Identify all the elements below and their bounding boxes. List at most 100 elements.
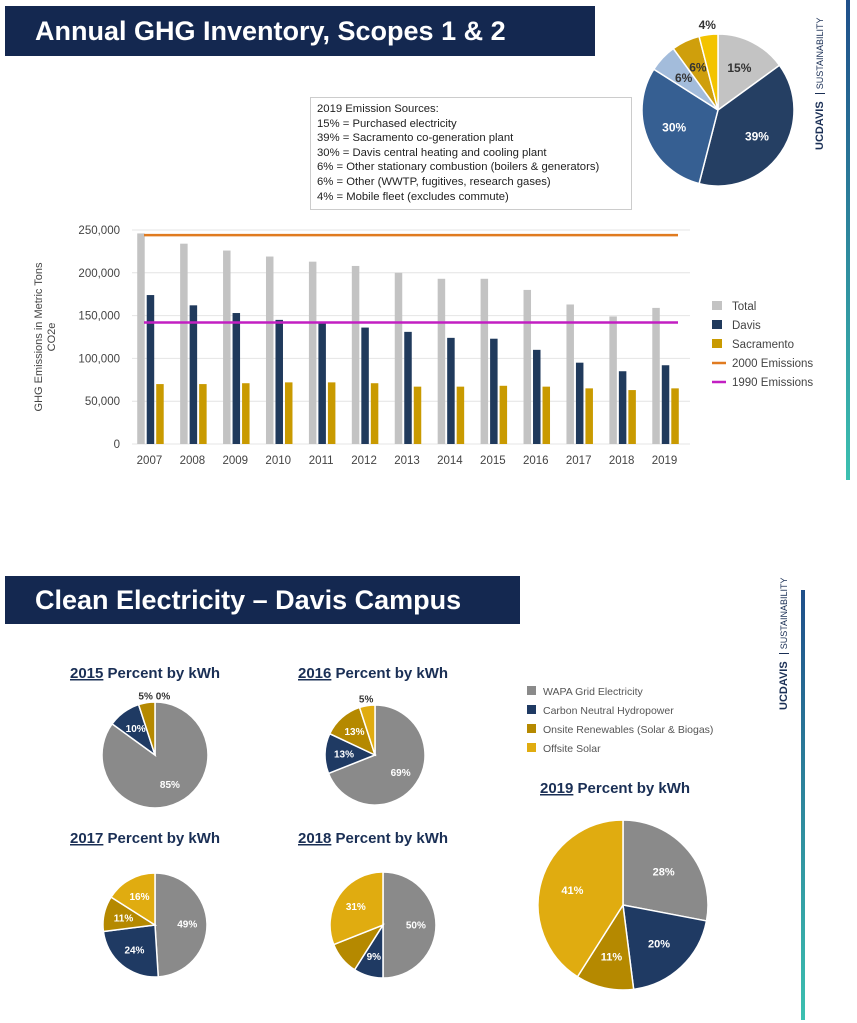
bar-davis <box>146 295 155 444</box>
kwh-pie-2017-slice <box>110 872 156 927</box>
bar-sacramento <box>370 383 379 444</box>
x-tick-label: 2012 <box>351 455 377 467</box>
kwh-pie-2019-data-label: 20% <box>648 938 670 950</box>
bar-total <box>652 307 660 444</box>
y-tick-label: 150,000 <box>78 311 120 323</box>
bar-total <box>566 304 574 444</box>
kwh-pie-2019-slice <box>622 819 709 922</box>
y-axis-label: GHG Emissions in Metric TonsCO2e <box>33 262 58 411</box>
bar-davis <box>361 327 369 444</box>
kwh-pie-2018-slice <box>382 871 437 979</box>
kwh-pie-2017-slice <box>154 872 208 978</box>
bar-sacramento <box>199 384 207 444</box>
legend-label: Total <box>732 301 756 313</box>
kwh-pie-2017-data-label: 24% <box>124 945 144 956</box>
slide1-title: Annual GHG Inventory, Scopes 1 & 2 <box>5 6 595 56</box>
legend-label: Davis <box>732 320 761 332</box>
y-tick-label: 0 <box>114 439 120 451</box>
kwh-pie-2015-data-label: 0% <box>156 692 171 703</box>
source-line: 30% = Davis central heating and cooling … <box>317 146 547 159</box>
bar-total <box>609 316 617 444</box>
kwh-pie-2016-data-label: 5% <box>359 695 374 706</box>
y-tick-label: 100,000 <box>78 353 120 365</box>
kwh-pie-2019-slice <box>622 904 708 991</box>
bar-sacramento <box>413 386 422 444</box>
bar-sacramento <box>156 384 164 444</box>
bar-davis <box>575 362 584 444</box>
sources-pie-data-label: 4% <box>699 18 717 32</box>
bar-total <box>351 265 360 444</box>
kwh-legend-swatch <box>527 686 536 695</box>
sources-pie-slice <box>717 33 781 112</box>
kwh-legend-label: Offsite Solar <box>543 743 601 755</box>
bar-sacramento <box>542 386 551 444</box>
legend-swatch <box>712 320 722 329</box>
x-tick-label: 2009 <box>223 455 249 467</box>
x-tick-label: 2019 <box>652 455 678 467</box>
bar-total <box>137 233 145 444</box>
kwh-legend-label: Carbon Neutral Hydropower <box>543 705 674 717</box>
bar-davis <box>533 349 541 444</box>
x-tick-label: 2011 <box>309 455 334 467</box>
slide2-title: Clean Electricity – Davis Campus <box>5 576 520 624</box>
bar-sacramento <box>671 388 679 444</box>
kwh-pie-2015-slice <box>137 701 156 756</box>
kwh-legend-swatch <box>527 724 536 733</box>
bar-davis <box>661 365 670 444</box>
x-tick-label: 2007 <box>137 455 163 467</box>
kwh-pie-2019-data-label: 28% <box>653 866 675 878</box>
kwh-pie-2015-data-label: 5% <box>138 691 153 702</box>
x-tick-label: 2010 <box>265 455 291 467</box>
legend-label: 1990 Emissions <box>732 377 813 389</box>
bar-davis <box>447 337 455 444</box>
legend-label: 2000 Emissions <box>732 358 813 370</box>
sources-pie-data-label: 6% <box>689 61 707 75</box>
kwh-pie-2016-slice <box>358 704 376 756</box>
sources-pie-data-label: 6% <box>675 71 693 85</box>
pie-title-2019: 2019 Percent by kWh <box>540 780 690 797</box>
sources-pie-data-label: 15% <box>727 61 751 75</box>
kwh-pie-2018-data-label: 9% <box>367 952 382 963</box>
y-tick-label: 250,000 <box>78 225 120 237</box>
bar-sacramento <box>456 386 465 444</box>
kwh-legend-label: Onsite Renewables (Solar & Biogas) <box>543 724 713 736</box>
sources-pie-slice <box>698 33 719 111</box>
bar-total <box>480 278 489 444</box>
accent-bar-top <box>846 0 850 480</box>
legend-swatch <box>712 339 722 348</box>
x-tick-label: 2008 <box>180 455 206 467</box>
source-line: 15% = Purchased electricity <box>317 117 457 130</box>
bar-sacramento <box>242 383 250 444</box>
bar-davis <box>232 313 241 444</box>
kwh-pie-2018-data-label: 31% <box>346 902 366 913</box>
bar-davis <box>618 371 627 444</box>
bar-davis <box>404 331 412 444</box>
bar-sacramento <box>284 382 293 444</box>
sources-pie-slice <box>698 64 795 187</box>
legend-label: Sacramento <box>732 339 794 351</box>
kwh-pie-2015-data-label: 10% <box>126 724 146 735</box>
bar-sacramento <box>499 385 508 444</box>
sources-pie-slice <box>641 68 719 185</box>
kwh-pie-2016-data-label: 13% <box>344 727 364 738</box>
kwh-legend-swatch <box>527 743 536 752</box>
y-tick-label: 200,000 <box>78 268 120 280</box>
bar-sacramento <box>628 390 636 444</box>
y-tick-label: 50,000 <box>85 396 120 408</box>
kwh-pie-2017-slice <box>102 924 160 978</box>
kwh-pie-2016-data-label: 13% <box>334 750 354 761</box>
kwh-pie-2017-data-label: 49% <box>177 919 197 930</box>
kwh-pie-2019-data-label: 11% <box>601 951 623 963</box>
x-tick-label: 2013 <box>394 455 420 467</box>
bar-davis <box>189 305 198 444</box>
x-tick-label: 2017 <box>566 455 592 467</box>
kwh-legend-label: WAPA Grid Electricity <box>543 686 644 698</box>
kwh-pie-2019-data-label: 41% <box>561 885 583 897</box>
kwh-legend-swatch <box>527 705 536 714</box>
pie-title-2015: 2015 Percent by kWh <box>70 665 220 682</box>
x-tick-label: 2018 <box>609 455 635 467</box>
x-tick-label: 2016 <box>523 455 549 467</box>
kwh-pie-2017-data-label: 11% <box>114 913 134 924</box>
